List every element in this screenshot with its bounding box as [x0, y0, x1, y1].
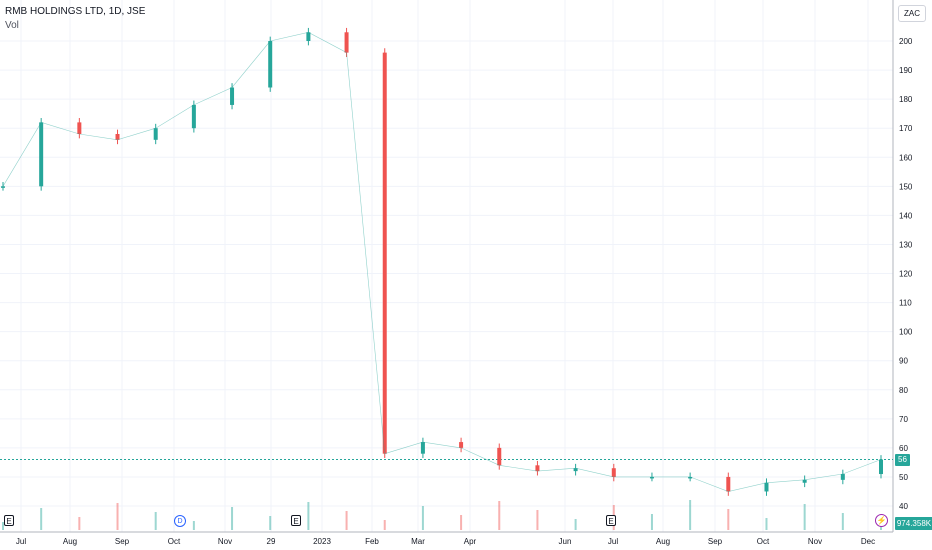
- candle-body: [77, 122, 82, 134]
- volume-bar: [116, 503, 119, 530]
- candle-body: [344, 32, 349, 53]
- candle-body: [420, 442, 425, 454]
- volume-bar: [841, 513, 844, 530]
- volume-bar: [650, 514, 653, 530]
- y-tick-label: 120: [899, 270, 913, 279]
- volume-bar: [40, 508, 43, 530]
- volume-bar: [574, 519, 577, 530]
- y-tick-label: 200: [899, 37, 913, 46]
- x-tick-label: Nov: [218, 537, 232, 546]
- candle-body: [382, 52, 387, 454]
- volume-bar: [765, 518, 768, 530]
- volume-bar: [192, 521, 195, 530]
- y-tick-label: 100: [899, 328, 913, 337]
- volume-bar: [803, 504, 806, 530]
- volume-bar: [231, 507, 234, 530]
- y-tick-label: 140: [899, 211, 913, 220]
- volume-bar: [536, 510, 539, 530]
- candle-body: [153, 128, 158, 140]
- currency-badge[interactable]: ZAC: [898, 5, 926, 22]
- y-tick-label: 150: [899, 182, 913, 191]
- candle-body: [191, 104, 196, 129]
- candle-body: [39, 122, 44, 187]
- candle-body: [764, 482, 769, 492]
- x-tick-label: Aug: [63, 537, 77, 546]
- volume-bar: [498, 501, 501, 530]
- candle-body: [268, 41, 273, 88]
- x-tick-label: Aug: [656, 537, 670, 546]
- x-tick-label: Dec: [861, 537, 875, 546]
- lightning-icon[interactable]: ⚡: [875, 514, 888, 527]
- y-tick-label: 170: [899, 124, 913, 133]
- candle-body: [802, 479, 807, 483]
- x-tick-label: Jul: [608, 537, 618, 546]
- x-tick-label: Apr: [464, 537, 477, 546]
- y-tick-label: 70: [899, 415, 908, 424]
- candle-body: [611, 468, 616, 477]
- y-tick-label: 80: [899, 386, 908, 395]
- x-tick-label: Feb: [365, 537, 379, 546]
- dividend-marker[interactable]: D: [174, 515, 186, 527]
- earnings-marker[interactable]: E: [291, 515, 301, 526]
- x-tick-label: Nov: [808, 537, 822, 546]
- candle-body: [497, 447, 502, 466]
- volume-bar: [383, 520, 386, 530]
- candle-body: [649, 476, 654, 479]
- x-tick-label: Sep: [115, 537, 130, 546]
- last-volume-tag: 974.358K: [895, 517, 932, 530]
- y-tick-label: 190: [899, 66, 913, 75]
- y-tick-label: 50: [899, 473, 908, 482]
- candle-body: [535, 465, 540, 472]
- volume-bar: [689, 500, 692, 530]
- volume-bar: [421, 506, 424, 530]
- y-tick-label: 130: [899, 240, 913, 249]
- candle-body: [688, 476, 693, 479]
- y-tick-label: 90: [899, 357, 908, 366]
- volume-bar: [154, 512, 157, 530]
- price-path: [2, 31, 882, 492]
- x-tick-label: 29: [267, 537, 276, 546]
- y-tick-label: 60: [899, 444, 908, 453]
- x-tick-label: Mar: [411, 537, 425, 546]
- earnings-marker[interactable]: E: [4, 515, 14, 526]
- y-tick-label: 160: [899, 153, 913, 162]
- y-tick-label: 40: [899, 502, 908, 511]
- x-tick-label: Oct: [757, 537, 770, 546]
- candle-body: [306, 32, 311, 41]
- candle-body: [726, 476, 731, 492]
- symbol-title[interactable]: RMB HOLDINGS LTD, 1D, JSE: [5, 6, 146, 17]
- volume-bar: [269, 516, 272, 530]
- y-tick-label: 110: [899, 299, 912, 308]
- candle-body: [840, 474, 845, 480]
- volume-bar: [2, 522, 4, 530]
- candle-body: [1, 186, 5, 188]
- x-tick-label: Jul: [16, 537, 26, 546]
- x-tick-label: 2023: [313, 537, 331, 546]
- volume-bar: [307, 502, 310, 530]
- candle-body: [230, 87, 235, 105]
- last-price-tag: 56: [895, 454, 910, 466]
- x-tick-label: Jun: [559, 537, 572, 546]
- candle-body: [115, 134, 120, 140]
- volume-bar: [460, 515, 463, 530]
- volume-bar: [78, 517, 81, 530]
- candle-body: [573, 468, 578, 472]
- y-tick-label: 180: [899, 95, 913, 104]
- x-tick-label: Sep: [708, 537, 723, 546]
- earnings-marker[interactable]: E: [606, 515, 616, 526]
- volume-bar: [727, 509, 730, 530]
- candle-body: [459, 442, 464, 448]
- x-tick-label: Oct: [168, 537, 181, 546]
- volume-indicator-label[interactable]: Vol: [5, 20, 19, 31]
- candle-body: [879, 459, 883, 475]
- volume-bar: [345, 511, 348, 530]
